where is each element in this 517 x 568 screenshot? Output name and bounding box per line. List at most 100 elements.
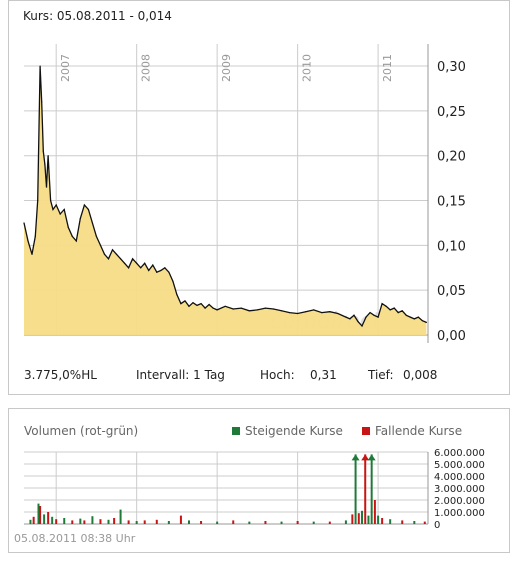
volume-y-tick: 3.000.000 — [434, 484, 485, 495]
price-point — [42, 150, 44, 152]
price-point — [353, 314, 355, 316]
price-point — [44, 164, 46, 166]
price-point — [111, 249, 114, 251]
price-point — [119, 258, 122, 260]
price-point — [87, 208, 89, 211]
price-point — [409, 316, 411, 318]
price-point — [256, 309, 258, 311]
price-point — [128, 267, 130, 269]
price-point — [305, 311, 307, 313]
hl-percent: 3.775,0%HL — [24, 368, 97, 382]
price-point — [52, 208, 54, 211]
volume-bar — [91, 516, 94, 524]
price-line — [23, 66, 427, 328]
price-point — [337, 312, 339, 315]
volume-arrow-icon — [361, 454, 370, 461]
price-point — [385, 305, 387, 307]
price-point — [413, 318, 415, 320]
price-point — [140, 267, 142, 269]
volume-bar — [167, 521, 170, 524]
price-point — [216, 309, 218, 311]
price-point — [132, 258, 134, 260]
volume-bar — [143, 520, 146, 524]
price-y-tick: 0,25 — [437, 105, 466, 120]
price-point — [83, 204, 85, 206]
volume-bar — [264, 521, 267, 524]
volume-chart-panel — [8, 408, 510, 553]
price-point — [71, 235, 73, 237]
interval-label: Intervall: 1 Tag — [136, 368, 225, 382]
price-point — [47, 155, 49, 157]
price-point — [41, 101, 43, 103]
price-point — [373, 314, 375, 316]
price-plot: 0,30 0,25 0,20 0,15 0,10 0,05 0,00 2007 2008 2009… — [23, 44, 466, 344]
volume-bar — [364, 454, 367, 524]
volume-bar — [107, 519, 110, 524]
price-point — [34, 235, 36, 237]
price-point — [405, 314, 407, 316]
price-point — [176, 294, 178, 296]
volume-bar — [381, 518, 384, 524]
price-point — [39, 65, 41, 67]
volume-bar — [135, 521, 138, 524]
high-value: 0,31 — [310, 368, 337, 382]
price-point — [184, 300, 186, 302]
price-point — [417, 316, 419, 318]
volume-bar — [361, 510, 364, 524]
volume-arrow-icon — [351, 454, 360, 461]
price-x-tick: 2007 — [59, 54, 72, 82]
price-point — [45, 186, 48, 188]
volume-bar — [83, 520, 86, 524]
volume-y-tick: 1.000.000 — [434, 508, 485, 519]
price-point — [95, 235, 98, 237]
price-x-tick: 2008 — [140, 54, 153, 82]
price-point — [425, 321, 427, 324]
volume-bar — [47, 512, 50, 524]
legend-falling-label: Fallende Kurse — [375, 424, 463, 438]
price-point — [357, 320, 359, 323]
price-point — [192, 302, 194, 304]
volume-bar — [71, 520, 74, 524]
rising-swatch — [232, 427, 240, 435]
price-point — [280, 310, 283, 312]
price-point — [67, 226, 69, 229]
price-point — [168, 271, 170, 273]
price-point — [196, 304, 198, 307]
falling-swatch — [362, 427, 370, 435]
volume-bar — [55, 519, 58, 524]
volume-bar — [43, 514, 46, 524]
price-point — [381, 303, 383, 305]
price-point — [204, 307, 206, 309]
price-area — [24, 66, 427, 335]
volume-arrow-icon — [367, 454, 376, 461]
price-point — [37, 199, 39, 202]
volume-bar — [63, 518, 66, 524]
price-point — [288, 311, 291, 314]
volume-y-tick: 2.000.000 — [434, 496, 485, 507]
price-point — [115, 253, 118, 255]
volume-bar — [39, 506, 42, 524]
price-point — [393, 307, 395, 309]
price-point — [361, 325, 363, 327]
price-point — [345, 316, 347, 318]
volume-bar — [187, 520, 190, 524]
price-point — [152, 264, 154, 266]
price-point — [212, 307, 214, 309]
price-point — [63, 208, 65, 211]
price-point — [200, 303, 202, 305]
volume-y-tick: 4.000.000 — [434, 472, 485, 483]
price-point — [329, 311, 331, 313]
price-point — [164, 267, 166, 269]
volume-y-tick: 0 — [434, 520, 440, 531]
low-label: Tief: — [368, 368, 394, 382]
volume-bar — [200, 521, 203, 524]
volume-bar — [248, 521, 251, 524]
volume-bar — [296, 521, 299, 524]
volume-plot: 6.000.0005.000.0004.000.0003.000.0002.00… — [24, 448, 485, 531]
volume-bar — [232, 520, 235, 524]
price-point — [144, 262, 146, 264]
price-point — [160, 269, 162, 272]
volume-bar — [373, 500, 376, 524]
price-point — [272, 308, 275, 310]
